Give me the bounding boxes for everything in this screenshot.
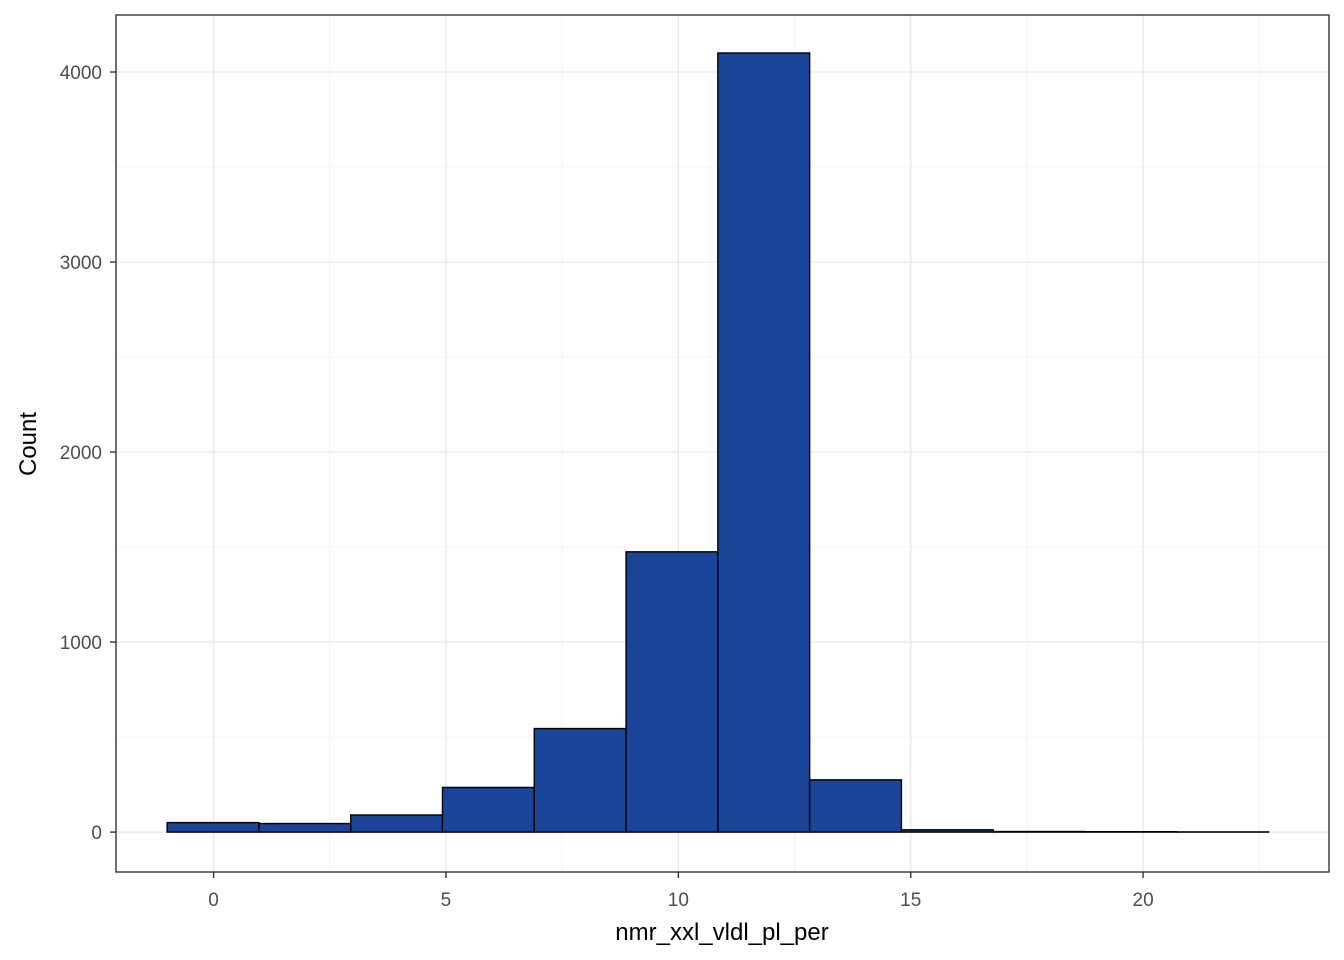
y-tick-labels: 0 1000 2000 3000 4000	[60, 63, 102, 844]
histogram-bar	[533, 727, 627, 833]
y-tick-label: 2000	[60, 443, 102, 464]
x-axis-title: nmr_xxl_vldl_pl_per	[615, 919, 828, 946]
y-tick-label: 1000	[60, 633, 102, 654]
histogram-bar	[808, 779, 903, 833]
histogram-bar	[625, 551, 719, 833]
x-tick-label: 20	[1133, 890, 1154, 911]
x-tick-label: 10	[668, 890, 689, 911]
panel-border	[115, 14, 1330, 873]
y-axis-title: Count	[15, 412, 42, 476]
histogram-bar	[349, 814, 444, 833]
y-tick-label: 4000	[60, 63, 102, 84]
y-tick-label: 3000	[60, 253, 102, 274]
histogram-bar	[258, 822, 352, 833]
y-tick-label: 0	[91, 823, 102, 844]
x-tick-label: 5	[441, 890, 452, 911]
histogram-bar	[900, 829, 994, 833]
x-tick-labels: 0 5 10 15 20	[208, 890, 1153, 911]
histogram-bar	[992, 830, 1086, 833]
histogram-bars	[166, 52, 1270, 833]
histogram-bar	[441, 786, 535, 833]
x-tick-label: 0	[208, 890, 219, 911]
axis-ticks	[110, 71, 1144, 878]
histogram-bar	[717, 52, 811, 833]
histogram-bar	[166, 821, 260, 833]
x-tick-label: 15	[900, 890, 921, 911]
